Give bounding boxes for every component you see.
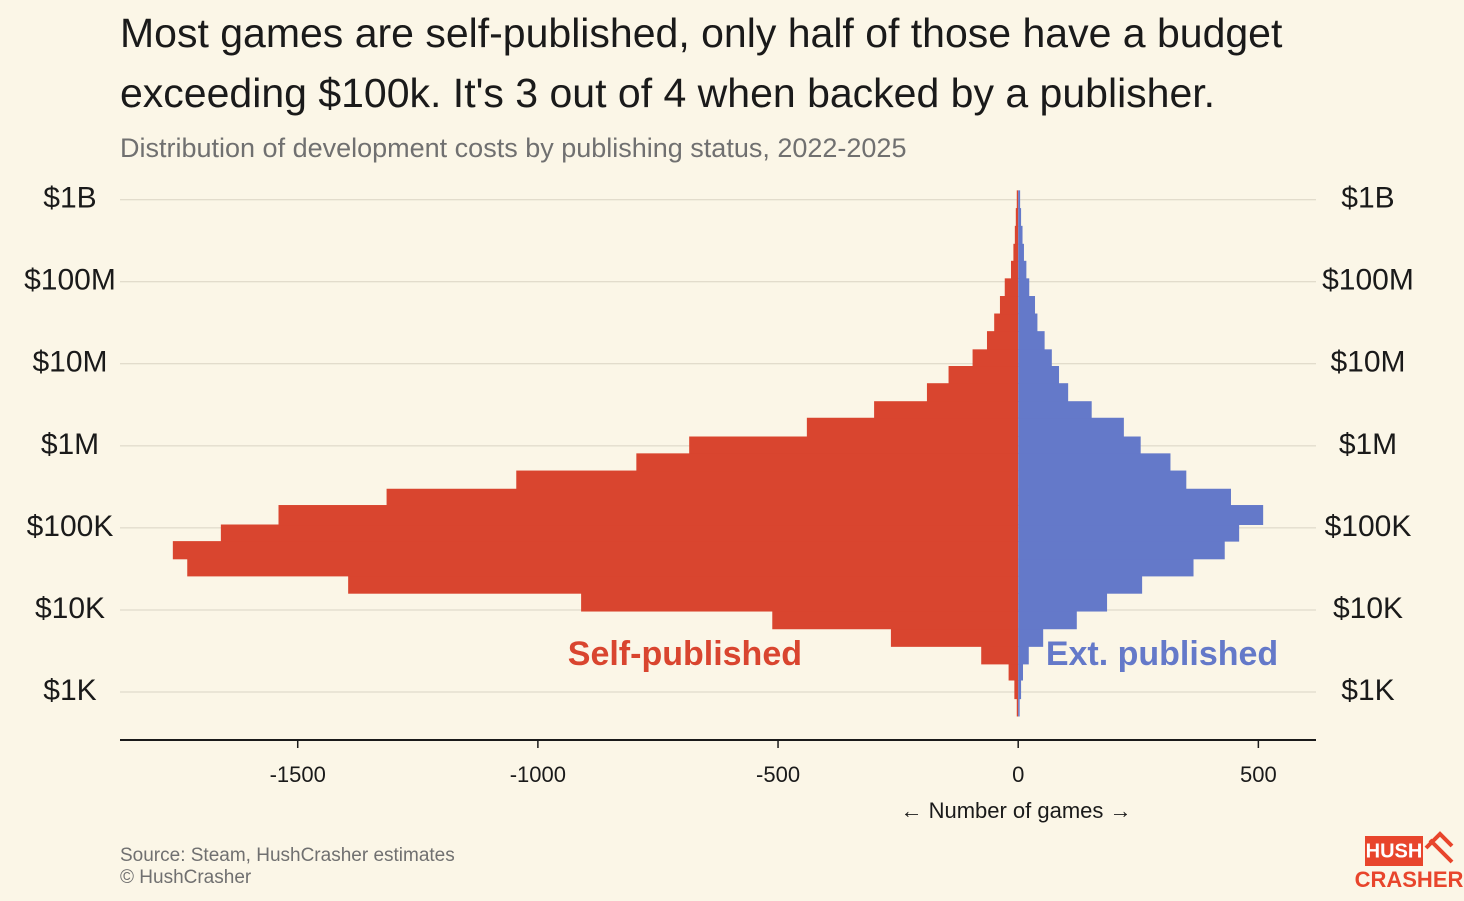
- x-tick-label: -500: [756, 762, 800, 787]
- bar: [1018, 541, 1225, 560]
- x-tick-label: -1500: [270, 762, 326, 787]
- y-tick-label: $100M: [1322, 264, 1414, 297]
- bar: [1018, 366, 1060, 384]
- y-tick-label: $1K: [43, 674, 96, 707]
- bar: [689, 436, 1019, 454]
- logo-icon: [1424, 831, 1454, 864]
- bar: [1016, 190, 1019, 209]
- logo-text: CRASHER: [1355, 867, 1464, 892]
- bar: [772, 611, 1019, 630]
- bar: [1018, 453, 1171, 472]
- bar: [1008, 663, 1019, 681]
- bar: [348, 575, 1019, 594]
- bar: [1018, 436, 1141, 454]
- bar: [187, 558, 1019, 577]
- bar: [1018, 190, 1021, 209]
- y-tick-label: $100K: [27, 510, 114, 543]
- bar: [1018, 260, 1027, 279]
- bar: [636, 453, 1019, 472]
- bar: [1018, 401, 1092, 419]
- bar: [948, 366, 1019, 384]
- y-tick-label: $100M: [24, 264, 116, 297]
- chart-title: exceeding $100k. It's 3 out of 4 when ba…: [120, 70, 1215, 116]
- bar: [1018, 663, 1024, 681]
- bar: [1018, 383, 1069, 402]
- bar: [1018, 646, 1029, 665]
- y-tick-label: $10K: [35, 592, 105, 625]
- bar: [1018, 417, 1124, 438]
- bar: [890, 628, 1019, 647]
- bar: [874, 401, 1019, 419]
- source: Source: Steam, HushCrasher estimates: [120, 845, 455, 866]
- bar: [1010, 260, 1019, 279]
- bar: [994, 313, 1019, 332]
- bar: [1018, 225, 1023, 245]
- bar: [1018, 349, 1052, 367]
- bar: [1018, 296, 1036, 315]
- y-tick-label: $1M: [41, 428, 99, 461]
- y-tick-label: $10M: [1330, 346, 1405, 379]
- bar: [1018, 488, 1231, 506]
- series-label: Ext. published: [1046, 635, 1278, 673]
- x-tick-label: -1000: [510, 762, 566, 787]
- bar: [1014, 225, 1019, 245]
- bar: [278, 505, 1019, 526]
- bar: [1004, 278, 1019, 297]
- bar: [1018, 698, 1020, 717]
- y-tick-label: $100K: [1325, 510, 1412, 543]
- logo-box: [1365, 836, 1423, 866]
- x-axis-label: ← Number of games →: [900, 798, 1131, 823]
- bar: [1018, 313, 1038, 332]
- bar: [1018, 243, 1024, 262]
- bar: [1013, 243, 1019, 262]
- bar: [999, 296, 1019, 315]
- y-tick-label: $10K: [1333, 592, 1403, 625]
- series-label: Self-published: [568, 635, 802, 673]
- bar: [981, 646, 1019, 665]
- bar: [1018, 331, 1045, 350]
- bar: [1018, 505, 1264, 526]
- chart-title: Most games are self-published, only half…: [120, 10, 1283, 56]
- x-tick-label: 0: [1012, 762, 1024, 787]
- bar: [1018, 593, 1108, 612]
- bar: [516, 470, 1019, 490]
- bar: [1015, 208, 1019, 227]
- y-tick-label: $1K: [1341, 674, 1394, 707]
- y-tick-label: $1B: [43, 182, 96, 215]
- bar: [972, 349, 1019, 367]
- bar: [220, 524, 1019, 542]
- logo-text: HUSH: [1366, 840, 1423, 862]
- bar: [1018, 680, 1022, 700]
- bar: [926, 383, 1019, 402]
- bar: [1018, 558, 1194, 577]
- bar: [1018, 208, 1022, 227]
- bar: [1018, 470, 1187, 490]
- source: © HushCrasher: [120, 867, 252, 888]
- bar: [1018, 611, 1077, 630]
- bar: [1018, 278, 1030, 297]
- bar: [581, 593, 1019, 612]
- bar: [986, 331, 1019, 350]
- bar: [1018, 575, 1143, 594]
- bar: [806, 417, 1019, 438]
- bar: [1016, 698, 1019, 717]
- x-tick-label: 500: [1240, 762, 1277, 787]
- bar: [1018, 628, 1044, 647]
- bar: [1014, 680, 1019, 700]
- bar: [172, 541, 1019, 560]
- bar: [1018, 524, 1240, 542]
- y-tick-label: $1M: [1339, 428, 1397, 461]
- y-tick-label: $1B: [1341, 182, 1394, 215]
- chart-subtitle: Distribution of development costs by pub…: [120, 133, 906, 163]
- bar: [386, 488, 1019, 506]
- y-tick-label: $10M: [32, 346, 107, 379]
